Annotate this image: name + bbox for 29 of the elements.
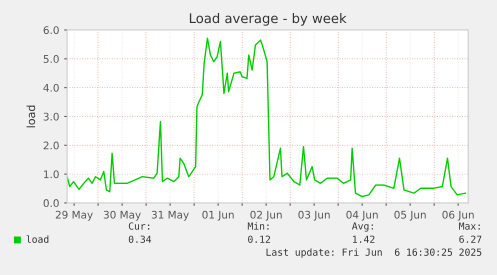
y-tick-label: 2.0 [44, 142, 59, 150]
x-tick-label: 05 Jun [394, 210, 426, 221]
text: Last update: Fri Jun 6 16:30:25 2025 [266, 248, 482, 258]
y-tick-label: 5.0 [44, 55, 59, 63]
y-tick-label: 1.0 [44, 170, 59, 178]
legend-label: load [26, 235, 48, 243]
x-tick-label: 30 May [104, 210, 141, 221]
line-series [67, 38, 466, 198]
text: Max: [459, 222, 480, 230]
x-tick-label: 04 Jun [346, 210, 378, 221]
text: Cur: [128, 222, 150, 230]
text: 1.42 [352, 236, 374, 243]
y-tick-label: 3.0 [44, 112, 59, 121]
x-tick-label: 29 May [56, 210, 93, 221]
y-tick-label: 0.0 [44, 199, 59, 208]
text: Min: [248, 222, 269, 230]
text: Avg: [352, 222, 373, 232]
x-tick-label: 03 Jun [298, 210, 330, 221]
y-tick-label: 4.0 [43, 84, 59, 92]
text: 0.12 [248, 236, 270, 243]
x-tick-label: 01 Jun [202, 210, 234, 221]
y-tick-label: 6.0 [44, 26, 59, 34]
chart-title: Load average - by week [190, 13, 347, 26]
y-axis-title: load [26, 106, 36, 128]
x-tick-label: 06 Jun [442, 210, 474, 221]
x-tick-label: 31 May [152, 210, 189, 221]
text: 6.27 [459, 236, 482, 243]
x-tick-label: 02 Jun [250, 210, 282, 221]
text: 0.34 [128, 236, 152, 243]
